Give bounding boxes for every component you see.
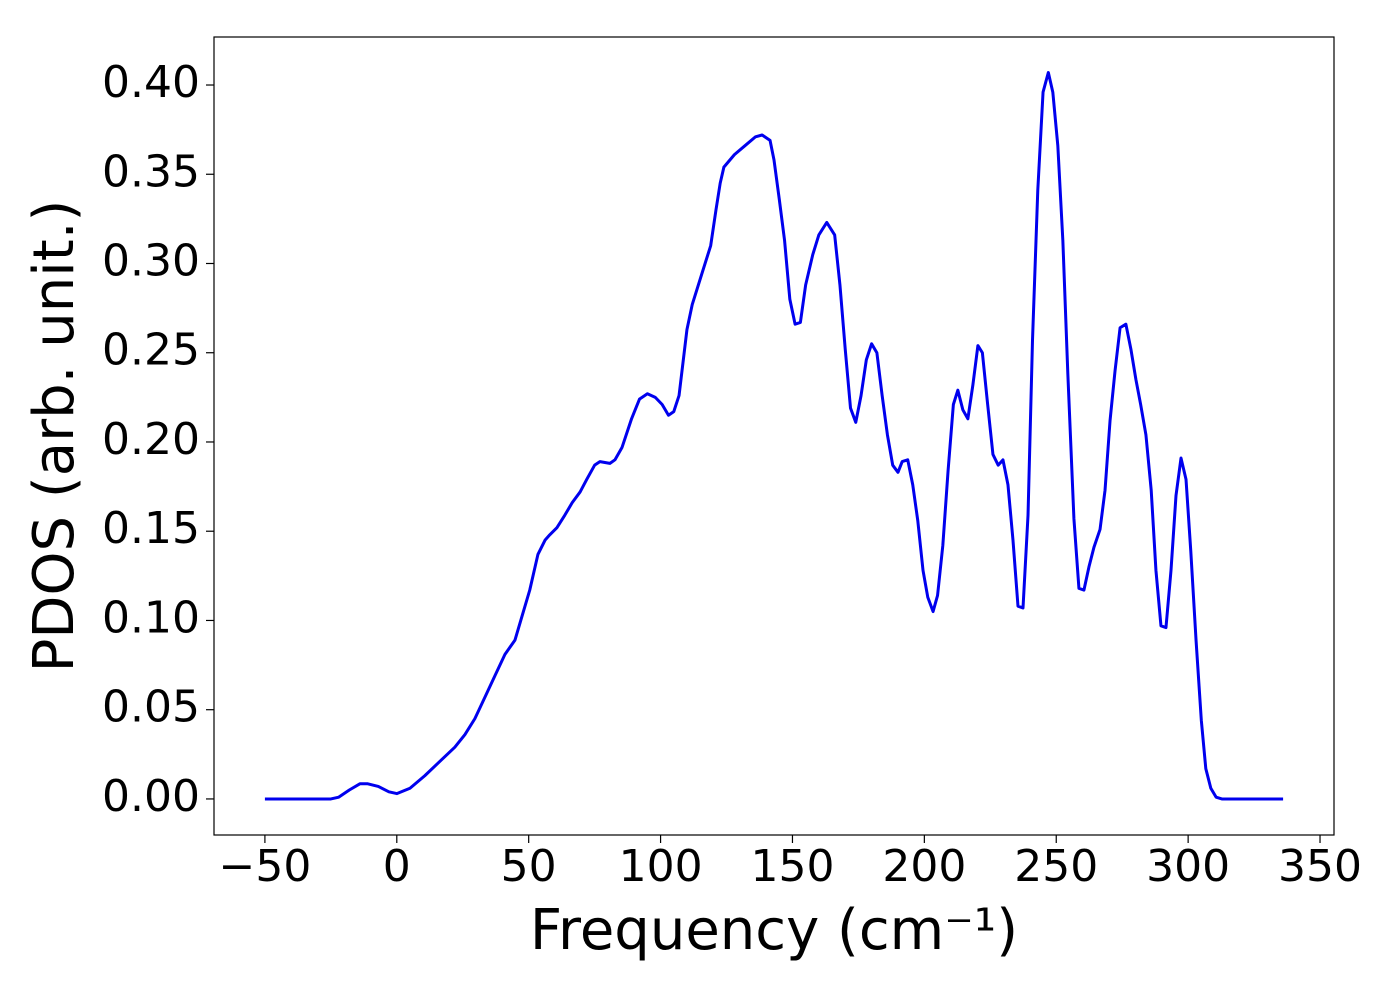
x-tick-label: 100: [619, 841, 703, 892]
y-tick-label: 0.35: [102, 146, 200, 197]
y-tick-label: 0.25: [102, 325, 200, 376]
y-tick-label: 0.05: [102, 682, 200, 733]
x-tick-label: 250: [1014, 841, 1098, 892]
x-tick-label: 350: [1278, 841, 1362, 892]
y-tick-label: 0.10: [102, 592, 200, 643]
x-tick-label: −50: [218, 841, 311, 892]
x-axis-label: Frequency (cm⁻¹): [530, 898, 1018, 963]
y-tick-label: 0.20: [102, 414, 200, 465]
y-tick-label: 0.00: [102, 771, 200, 822]
x-tick-label: 50: [501, 841, 557, 892]
y-tick-label: 0.40: [102, 57, 200, 108]
y-tick-label: 0.30: [102, 235, 200, 286]
data-line: [264, 71, 1284, 801]
y-axis-label: PDOS (arb. unit.): [22, 200, 87, 673]
y-tick-label: 0.15: [102, 503, 200, 554]
x-tick-label: 200: [882, 841, 966, 892]
x-tick-label: 0: [383, 841, 411, 892]
plot-frame: [213, 36, 1335, 836]
x-tick-label: 300: [1146, 841, 1230, 892]
x-tick-label: 150: [750, 841, 834, 892]
